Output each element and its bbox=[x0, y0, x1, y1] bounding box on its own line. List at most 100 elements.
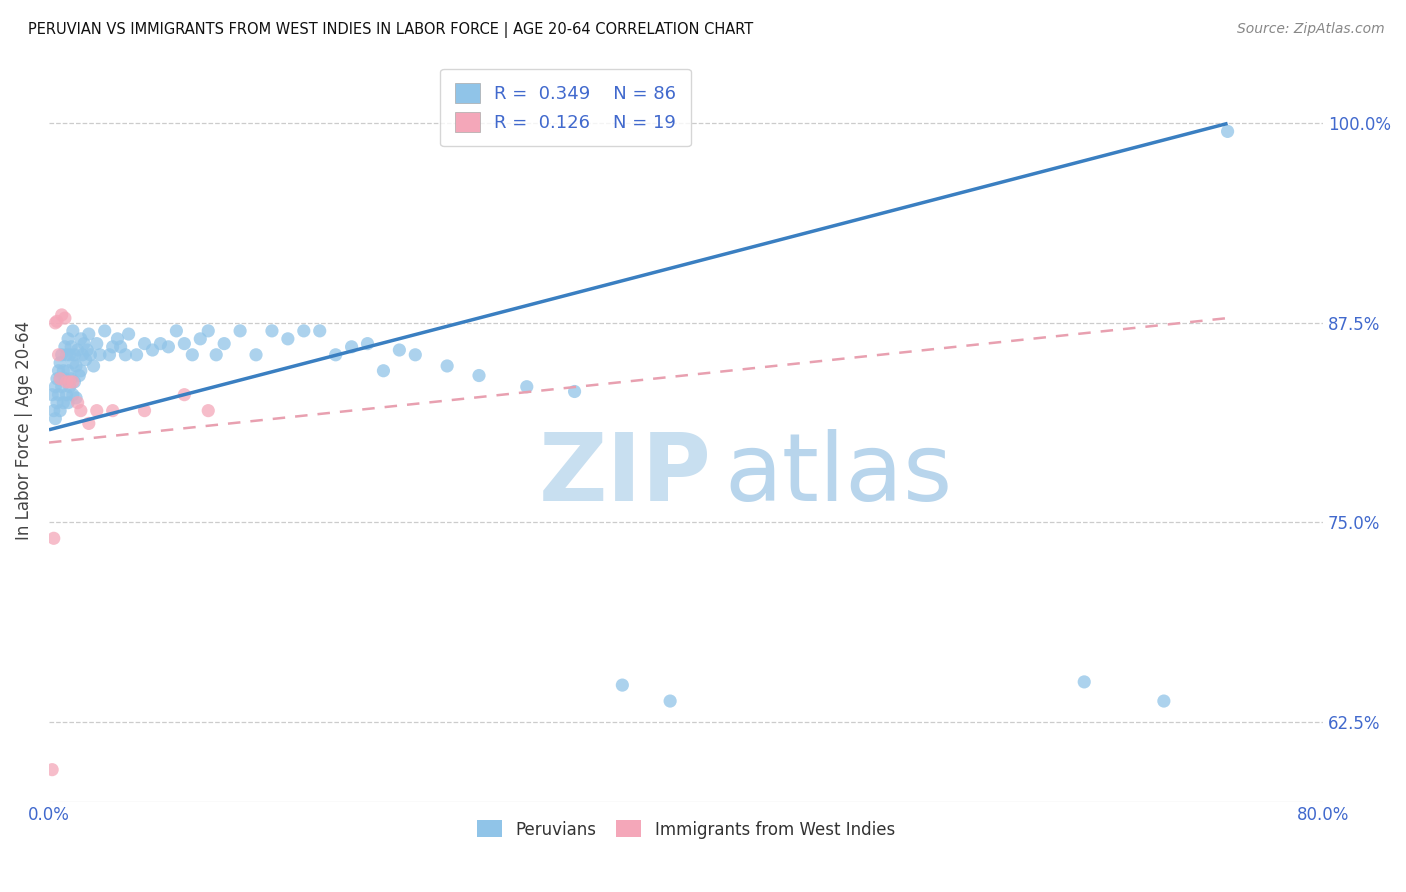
Point bbox=[340, 340, 363, 354]
Point bbox=[53, 372, 76, 386]
Point bbox=[48, 348, 70, 362]
Point bbox=[44, 380, 66, 394]
Point bbox=[77, 417, 100, 431]
Point bbox=[56, 332, 79, 346]
Point bbox=[292, 324, 315, 338]
Point bbox=[41, 763, 63, 777]
Point bbox=[62, 324, 84, 338]
Point bbox=[51, 308, 73, 322]
Point bbox=[63, 348, 86, 362]
Point bbox=[60, 372, 83, 386]
Point bbox=[48, 364, 70, 378]
Point bbox=[110, 340, 132, 354]
Point bbox=[44, 411, 66, 425]
Point bbox=[173, 387, 195, 401]
Point bbox=[141, 343, 163, 357]
Point bbox=[65, 391, 87, 405]
Y-axis label: In Labor Force | Age 20-64: In Labor Force | Age 20-64 bbox=[15, 321, 32, 541]
Point bbox=[468, 368, 491, 383]
Point bbox=[53, 311, 76, 326]
Point bbox=[67, 368, 90, 383]
Point bbox=[404, 348, 426, 362]
Point bbox=[59, 348, 82, 362]
Point bbox=[49, 372, 72, 386]
Point bbox=[51, 380, 73, 394]
Point bbox=[89, 348, 111, 362]
Legend: Peruvians, Immigrants from West Indies: Peruvians, Immigrants from West Indies bbox=[471, 814, 901, 846]
Point bbox=[79, 348, 101, 362]
Point bbox=[76, 343, 98, 357]
Point bbox=[41, 387, 63, 401]
Point bbox=[52, 395, 75, 409]
Point bbox=[63, 375, 86, 389]
Point bbox=[1216, 124, 1239, 138]
Point bbox=[149, 336, 172, 351]
Point bbox=[86, 336, 108, 351]
Point bbox=[165, 324, 187, 338]
Point bbox=[98, 348, 121, 362]
Point bbox=[49, 372, 72, 386]
Point bbox=[62, 356, 84, 370]
Point bbox=[69, 403, 91, 417]
Point bbox=[197, 324, 219, 338]
Point bbox=[212, 336, 235, 351]
Point bbox=[101, 340, 124, 354]
Point bbox=[72, 348, 94, 362]
Point bbox=[197, 403, 219, 417]
Point bbox=[75, 352, 97, 367]
Text: PERUVIAN VS IMMIGRANTS FROM WEST INDIES IN LABOR FORCE | AGE 20-64 CORRELATION C: PERUVIAN VS IMMIGRANTS FROM WEST INDIES … bbox=[28, 22, 754, 38]
Point bbox=[66, 395, 89, 409]
Point bbox=[66, 343, 89, 357]
Point bbox=[45, 395, 67, 409]
Point bbox=[134, 403, 156, 417]
Point bbox=[134, 336, 156, 351]
Point bbox=[83, 359, 105, 373]
Point bbox=[44, 316, 66, 330]
Text: atlas: atlas bbox=[724, 429, 952, 521]
Point bbox=[516, 380, 538, 394]
Point bbox=[49, 403, 72, 417]
Point bbox=[45, 314, 67, 328]
Point bbox=[77, 326, 100, 341]
Point bbox=[93, 324, 115, 338]
Point bbox=[53, 340, 76, 354]
Point bbox=[73, 336, 96, 351]
Point bbox=[55, 348, 77, 362]
Point bbox=[229, 324, 252, 338]
Point bbox=[356, 336, 378, 351]
Point bbox=[612, 678, 634, 692]
Point bbox=[69, 332, 91, 346]
Point bbox=[1073, 674, 1095, 689]
Point bbox=[436, 359, 458, 373]
Point bbox=[277, 332, 299, 346]
Point bbox=[125, 348, 148, 362]
Point bbox=[69, 364, 91, 378]
Point bbox=[56, 364, 79, 378]
Point bbox=[101, 403, 124, 417]
Point bbox=[62, 387, 84, 401]
Point bbox=[373, 364, 395, 378]
Point bbox=[55, 387, 77, 401]
Point bbox=[1153, 694, 1175, 708]
Text: Source: ZipAtlas.com: Source: ZipAtlas.com bbox=[1237, 22, 1385, 37]
Point bbox=[245, 348, 267, 362]
Point bbox=[188, 332, 211, 346]
Point bbox=[325, 348, 347, 362]
Point bbox=[107, 332, 129, 346]
Point bbox=[48, 387, 70, 401]
Point bbox=[45, 372, 67, 386]
Point bbox=[51, 348, 73, 362]
Point bbox=[86, 403, 108, 417]
Point bbox=[260, 324, 283, 338]
Point bbox=[55, 375, 77, 389]
Point bbox=[60, 340, 83, 354]
Point bbox=[205, 348, 228, 362]
Point bbox=[157, 340, 180, 354]
Point bbox=[173, 336, 195, 351]
Point bbox=[308, 324, 330, 338]
Point bbox=[59, 380, 82, 394]
Point bbox=[49, 356, 72, 370]
Point bbox=[114, 348, 136, 362]
Text: ZIP: ZIP bbox=[538, 429, 711, 521]
Point bbox=[52, 364, 75, 378]
